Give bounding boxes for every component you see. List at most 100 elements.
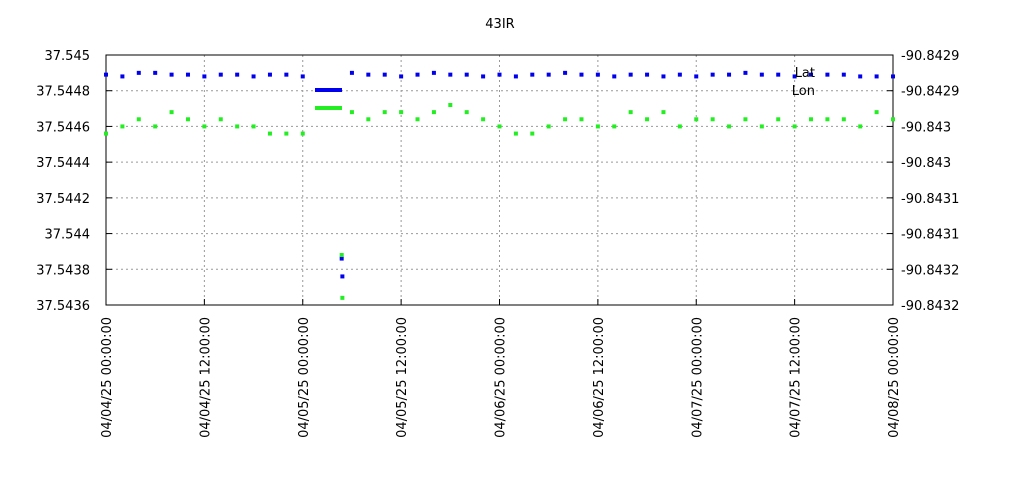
point bbox=[284, 131, 289, 136]
point bbox=[612, 124, 617, 129]
point bbox=[284, 72, 289, 77]
point bbox=[153, 70, 158, 75]
point bbox=[120, 124, 125, 129]
point bbox=[710, 72, 715, 77]
y2-tick-label: -90.8431 bbox=[901, 192, 959, 207]
point bbox=[563, 70, 568, 75]
point bbox=[153, 124, 158, 129]
point bbox=[300, 131, 305, 136]
point bbox=[727, 72, 732, 77]
point bbox=[776, 117, 781, 122]
point bbox=[743, 70, 748, 75]
point bbox=[530, 131, 535, 136]
point bbox=[579, 72, 584, 77]
point bbox=[202, 74, 207, 79]
point bbox=[841, 72, 846, 77]
point bbox=[185, 117, 190, 122]
point bbox=[513, 131, 518, 136]
point bbox=[415, 117, 420, 122]
y2-tick-label: -90.8429 bbox=[901, 85, 959, 100]
point bbox=[776, 72, 781, 77]
point bbox=[759, 72, 764, 77]
point bbox=[218, 72, 223, 77]
point bbox=[677, 124, 682, 129]
point bbox=[104, 131, 108, 136]
point bbox=[366, 72, 371, 77]
point bbox=[218, 117, 223, 122]
point bbox=[891, 74, 895, 79]
point bbox=[399, 110, 404, 115]
point bbox=[858, 74, 863, 79]
point bbox=[792, 74, 797, 79]
point bbox=[661, 74, 666, 79]
point bbox=[267, 72, 272, 77]
y-tick-label: 37.5442 bbox=[36, 192, 90, 207]
point bbox=[628, 72, 633, 77]
point bbox=[825, 117, 830, 122]
point bbox=[448, 103, 453, 107]
point bbox=[530, 72, 535, 77]
point bbox=[169, 72, 174, 77]
point bbox=[136, 117, 141, 122]
point bbox=[579, 117, 584, 122]
point bbox=[235, 72, 240, 77]
point bbox=[891, 117, 895, 122]
point bbox=[694, 117, 699, 122]
x-tick-label: 04/06/25 12:00:00 bbox=[592, 317, 607, 438]
point bbox=[481, 74, 486, 79]
point bbox=[202, 124, 207, 129]
point bbox=[727, 124, 732, 129]
point bbox=[382, 72, 387, 77]
y-tick-label: 37.5438 bbox=[36, 263, 90, 278]
point bbox=[185, 72, 190, 77]
point bbox=[382, 110, 387, 115]
x-tick-label: 04/05/25 00:00:00 bbox=[297, 317, 312, 438]
point bbox=[339, 256, 344, 261]
point bbox=[513, 74, 518, 79]
point bbox=[497, 72, 502, 77]
point bbox=[431, 110, 436, 115]
point bbox=[874, 110, 879, 115]
point bbox=[874, 74, 879, 79]
y2-tick-label: -90.843 bbox=[901, 156, 951, 171]
point bbox=[841, 117, 846, 122]
point bbox=[825, 72, 830, 77]
point bbox=[628, 110, 633, 115]
point bbox=[235, 124, 240, 129]
point bbox=[858, 124, 863, 129]
point bbox=[366, 117, 371, 122]
point bbox=[104, 72, 108, 77]
point bbox=[464, 72, 469, 77]
point bbox=[349, 70, 354, 75]
y-tick-label: 37.5446 bbox=[36, 120, 90, 135]
x-tick-label: 04/07/25 00:00:00 bbox=[690, 317, 705, 438]
point bbox=[661, 110, 666, 115]
point bbox=[595, 72, 600, 77]
point bbox=[546, 124, 551, 129]
point bbox=[677, 72, 682, 77]
point bbox=[809, 72, 814, 77]
point bbox=[792, 124, 797, 129]
point bbox=[399, 74, 404, 79]
point bbox=[694, 74, 699, 79]
point bbox=[448, 72, 453, 77]
x-tick-label: 04/04/25 12:00:00 bbox=[198, 317, 213, 438]
point bbox=[464, 110, 469, 115]
legend-label: Lat bbox=[795, 66, 815, 81]
point bbox=[563, 117, 568, 122]
y2-tick-label: -90.8432 bbox=[901, 263, 959, 278]
x-tick-label: 04/05/25 12:00:00 bbox=[395, 317, 410, 438]
point bbox=[497, 124, 502, 129]
plot-border bbox=[105, 54, 894, 306]
chart-title: 43IR bbox=[485, 17, 514, 32]
y2-tick-label: -90.8429 bbox=[901, 49, 959, 64]
y-tick-label: 37.5436 bbox=[36, 299, 90, 314]
point bbox=[481, 117, 486, 122]
point bbox=[267, 131, 272, 136]
x-tick-label: 04/07/25 12:00:00 bbox=[789, 317, 804, 438]
y-tick-label: 37.544 bbox=[45, 228, 91, 243]
point bbox=[415, 72, 420, 77]
point bbox=[251, 74, 256, 79]
point bbox=[743, 117, 748, 122]
